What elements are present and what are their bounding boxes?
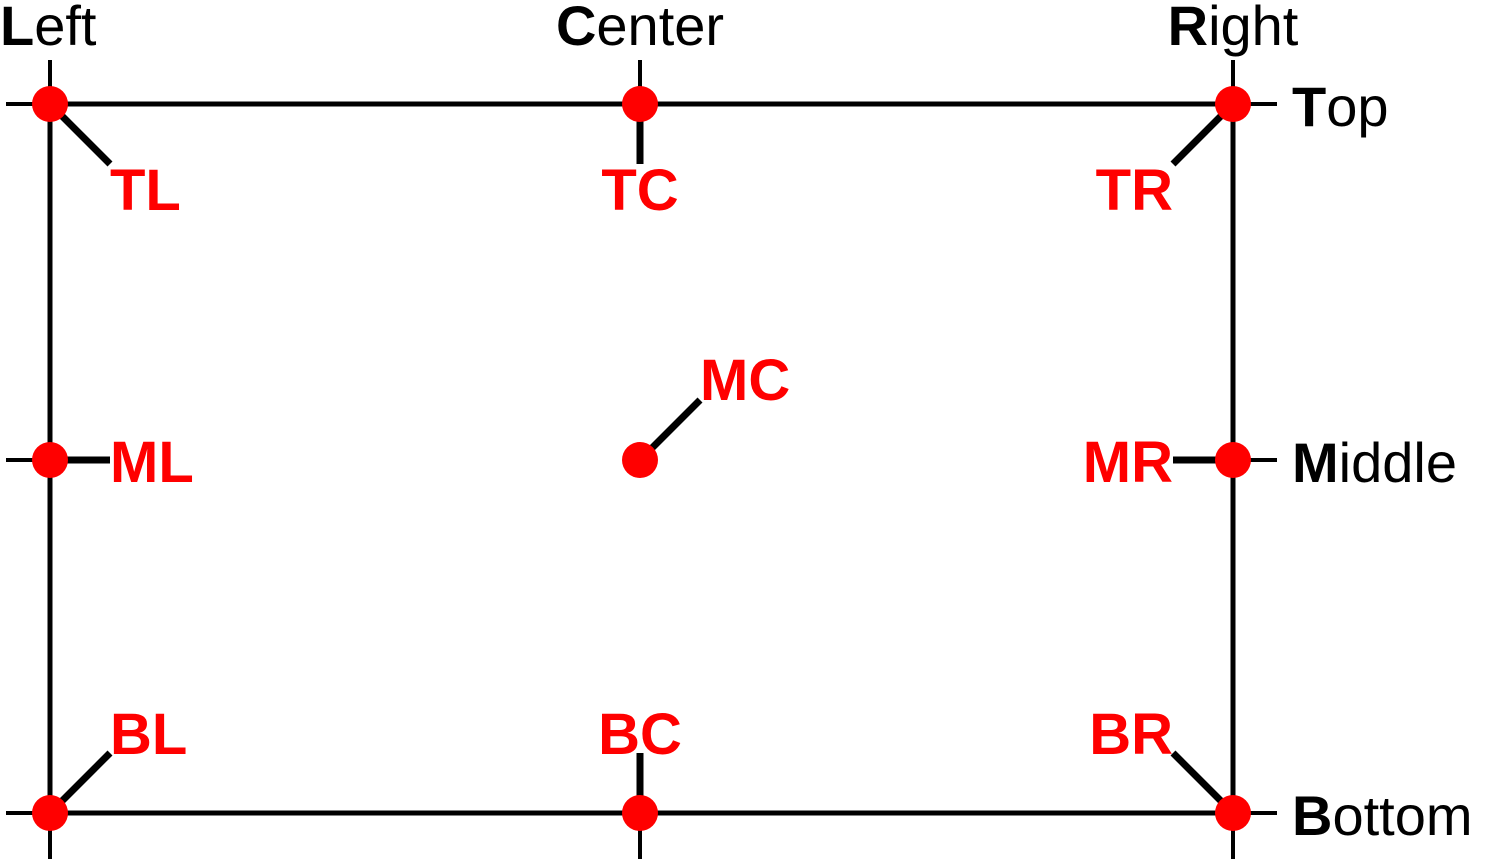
code-label-mr: MR [1083,430,1173,495]
point-ml [32,442,68,478]
code-label-bl: BL [110,702,187,767]
column-label-center: Center [556,0,724,57]
point-mc [622,442,658,478]
row-label-bottom: Bottom [1292,784,1473,847]
code-label-bc: BC [598,702,682,767]
column-label-left: Left [0,0,97,57]
point-tc [622,86,658,122]
point-bl [32,795,68,831]
code-label-mc: MC [700,348,790,413]
code-label-tr: TR [1096,158,1173,223]
row-label-top: Top [1292,75,1389,138]
point-tr [1215,86,1251,122]
point-br [1215,795,1251,831]
code-label-br: BR [1089,702,1173,767]
anchor-points [32,86,1251,831]
point-mr [1215,442,1251,478]
row-label-middle: Middle [1292,431,1457,494]
code-label-ml: ML [110,430,194,495]
point-bc [622,795,658,831]
code-label-tc: TC [601,158,678,223]
column-label-right: Right [1168,0,1299,57]
point-tl [32,86,68,122]
code-label-tl: TL [110,158,181,223]
